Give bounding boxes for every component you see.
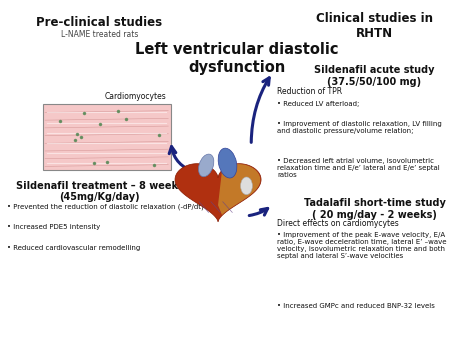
- Text: Reduction of TPR: Reduction of TPR: [277, 87, 342, 96]
- Polygon shape: [218, 164, 260, 215]
- Text: • Improvement of the peak E-wave velocity, E/A
ratio, E-wave deceleration time, : • Improvement of the peak E-wave velocit…: [277, 232, 447, 259]
- Text: Clinical studies in
RHTN: Clinical studies in RHTN: [316, 12, 433, 40]
- Text: Sildenafil acute study
(37.5/50/100 mg): Sildenafil acute study (37.5/50/100 mg): [314, 65, 435, 87]
- Text: • Prevented the reduction of diastolic relaxation (-dP/dt): • Prevented the reduction of diastolic r…: [7, 204, 204, 210]
- Text: Cardiomyocytes: Cardiomyocytes: [104, 92, 166, 101]
- Text: Tadalafil short-time study
( 20 mg/day - 2 weeks): Tadalafil short-time study ( 20 mg/day -…: [303, 198, 446, 220]
- Text: • Reduced cardiovascular remodelling: • Reduced cardiovascular remodelling: [7, 245, 140, 251]
- Text: L-NAME treated rats: L-NAME treated rats: [61, 30, 138, 39]
- Polygon shape: [175, 164, 261, 222]
- Text: Left ventricular diastolic
dysfunction: Left ventricular diastolic dysfunction: [135, 42, 339, 75]
- Text: Sildenafil treatment – 8 weeks
(45mg/Kg/day): Sildenafil treatment – 8 weeks (45mg/Kg/…: [16, 181, 183, 202]
- Text: • Increased PDE5 intensity: • Increased PDE5 intensity: [7, 224, 100, 230]
- Text: Direct effects on cardiomycytes: Direct effects on cardiomycytes: [277, 219, 399, 228]
- Ellipse shape: [218, 148, 237, 178]
- Text: • Increased GMPc and reduced BNP-32 levels: • Increased GMPc and reduced BNP-32 leve…: [277, 303, 435, 309]
- Text: • Decreased left atrial volume, isovolumetric
relaxation time and E/e’ lateral a: • Decreased left atrial volume, isovolum…: [277, 158, 440, 177]
- Ellipse shape: [240, 177, 252, 195]
- Text: • Improvement of diastolic relaxation, LV filling
and diastolic pressure/volume : • Improvement of diastolic relaxation, L…: [277, 121, 442, 134]
- Bar: [43, 104, 171, 170]
- Text: Pre-clinical studies: Pre-clinical studies: [36, 16, 163, 29]
- Text: • Reduced LV afterload;: • Reduced LV afterload;: [277, 101, 360, 107]
- Ellipse shape: [199, 154, 214, 177]
